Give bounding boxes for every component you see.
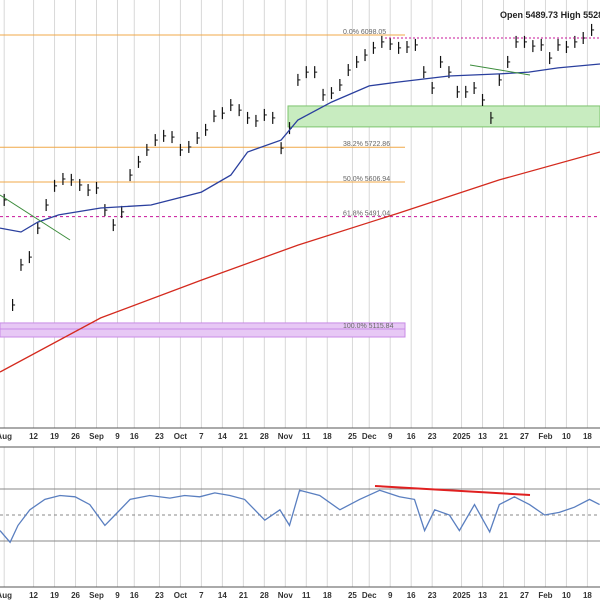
high-label: High	[561, 10, 581, 20]
x-tick-label: 28	[260, 432, 269, 441]
x-tick-label: Oct	[174, 432, 188, 441]
x-tick-label: Aug	[0, 432, 12, 441]
x-tick-label: 9	[115, 591, 120, 600]
x-tick-label: Sep	[89, 432, 104, 441]
header-quote: Open 5489.73 High 5528	[500, 10, 600, 20]
x-tick-label: Feb	[538, 432, 552, 441]
x-tick-label: 23	[155, 591, 164, 600]
x-tick-label: Nov	[278, 591, 294, 600]
x-tick-label: 14	[218, 432, 227, 441]
x-tick-label: 11	[302, 591, 311, 600]
x-tick-label: 23	[428, 432, 437, 441]
x-tick-label: 18	[323, 432, 332, 441]
x-tick-label: 21	[239, 591, 248, 600]
open-value: 5489.73	[526, 10, 559, 20]
x-tick-label: 25	[348, 591, 357, 600]
x-tick-label: 26	[71, 591, 80, 600]
trend-line	[0, 194, 71, 241]
x-tick-label: 9	[115, 432, 120, 441]
level-label: 100.0% 5115.84	[343, 323, 394, 330]
level-label: 50.0% 5606.94	[343, 176, 390, 183]
level-label: 61.8% 5491.04	[343, 211, 390, 218]
series-line	[0, 489, 600, 544]
x-tick-label: 16	[130, 591, 139, 600]
x-tick-label: 21	[499, 432, 508, 441]
x-tick-label: 12	[29, 432, 38, 441]
x-tick-label: 10	[562, 432, 571, 441]
x-tick-label: 2025	[453, 591, 471, 600]
x-tick-label: 21	[499, 591, 508, 600]
level-label: 0.0% 6098.05	[343, 29, 386, 36]
x-tick-label: 9	[388, 591, 393, 600]
x-tick-label: 21	[239, 432, 248, 441]
x-tick-label: 26	[71, 432, 80, 441]
x-tick-label: 18	[583, 432, 592, 441]
x-tick-label: 14	[218, 591, 227, 600]
x-tick-label: 16	[407, 591, 416, 600]
x-tick-label: 25	[348, 432, 357, 441]
x-tick-label: 18	[323, 591, 332, 600]
x-tick-label: 16	[407, 432, 416, 441]
x-tick-label: 28	[260, 591, 269, 600]
zone	[0, 322, 406, 338]
x-tick-label: 23	[428, 591, 437, 600]
zone	[287, 105, 600, 128]
high-value: 5528	[583, 10, 600, 20]
open-label: Open	[500, 10, 523, 20]
x-tick-label: Dec	[362, 432, 377, 441]
trend-line	[469, 64, 531, 76]
x-tick-label: 23	[155, 432, 164, 441]
x-tick-label: Nov	[278, 432, 294, 441]
x-tick-label: 13	[478, 591, 487, 600]
x-tick-label: 2025	[453, 432, 471, 441]
divergence-line	[374, 485, 531, 496]
x-tick-label: Dec	[362, 591, 377, 600]
x-tick-label: 19	[50, 432, 59, 441]
series-line	[0, 151, 600, 373]
x-tick-label: Feb	[538, 591, 552, 600]
x-tick-label: 7	[199, 432, 204, 441]
x-tick-label: Sep	[89, 591, 104, 600]
x-tick-label: 7	[199, 591, 204, 600]
x-tick-label: 12	[29, 591, 38, 600]
x-tick-label: Oct	[174, 591, 188, 600]
x-tick-label: 16	[130, 432, 139, 441]
series-line	[0, 63, 600, 233]
x-tick-label: 13	[478, 432, 487, 441]
x-tick-label: Aug	[0, 591, 12, 600]
x-tick-label: 11	[302, 432, 311, 441]
x-tick-label: 27	[520, 591, 529, 600]
x-tick-label: 18	[583, 591, 592, 600]
x-tick-label: 27	[520, 432, 529, 441]
x-tick-label: 19	[50, 591, 59, 600]
x-tick-label: 10	[562, 591, 571, 600]
level-label: 38.2% 5722.86	[343, 141, 390, 148]
x-tick-label: 9	[388, 432, 393, 441]
